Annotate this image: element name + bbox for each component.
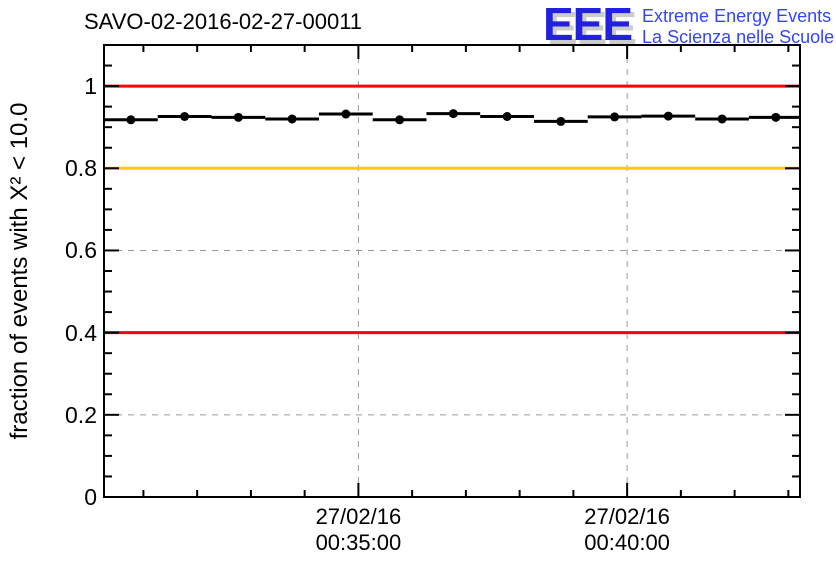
- y-tick-label: 0.4: [65, 319, 97, 346]
- y-tick-label: 0: [84, 484, 97, 510]
- data-point-marker: [610, 112, 620, 122]
- x-tick-time: 00:40:00: [584, 530, 670, 555]
- data-point-marker: [180, 111, 190, 121]
- eee-logo: EEE Extreme Energy Events La Scienza nel…: [543, 0, 834, 50]
- data-point-marker: [663, 111, 673, 121]
- data-point-marker: [717, 114, 727, 124]
- y-tick-label: 1: [84, 73, 97, 100]
- x-tick-date: 27/02/16: [584, 504, 670, 529]
- y-tick-label: 0.8: [65, 155, 97, 182]
- y-axis-title: fraction of events with X² < 10.0: [6, 102, 33, 440]
- data-point-marker: [502, 111, 512, 121]
- eee-logo-line2: La Scienza nelle Scuole: [642, 27, 835, 47]
- data-point-marker: [233, 112, 243, 122]
- data-point-marker: [287, 114, 297, 124]
- y-tick-label: 0.6: [65, 237, 97, 264]
- x-tick-time: 00:35:00: [315, 530, 402, 555]
- data-point-marker: [556, 116, 566, 126]
- x-tick-label: 27/02/16 00:35:00: [288, 504, 428, 556]
- eee-logo-line1: Extreme Energy Events: [642, 6, 832, 26]
- eee-logo-acronym: EEE: [543, 0, 633, 50]
- data-point-marker: [448, 109, 458, 119]
- eee-logo-text: Extreme Energy Events La Scienza nelle S…: [642, 6, 834, 48]
- data-point-marker: [341, 109, 351, 119]
- data-point-marker: [395, 115, 405, 125]
- data-point-marker: [126, 115, 136, 125]
- y-tick-label: 0.2: [65, 401, 97, 428]
- plot-title: SAVO-02-2016-02-27-00011: [84, 9, 363, 34]
- x-tick-label: 27/02/16 00:40:00: [557, 504, 697, 556]
- x-tick-date: 27/02/16: [315, 504, 402, 529]
- data-point-marker: [771, 112, 781, 122]
